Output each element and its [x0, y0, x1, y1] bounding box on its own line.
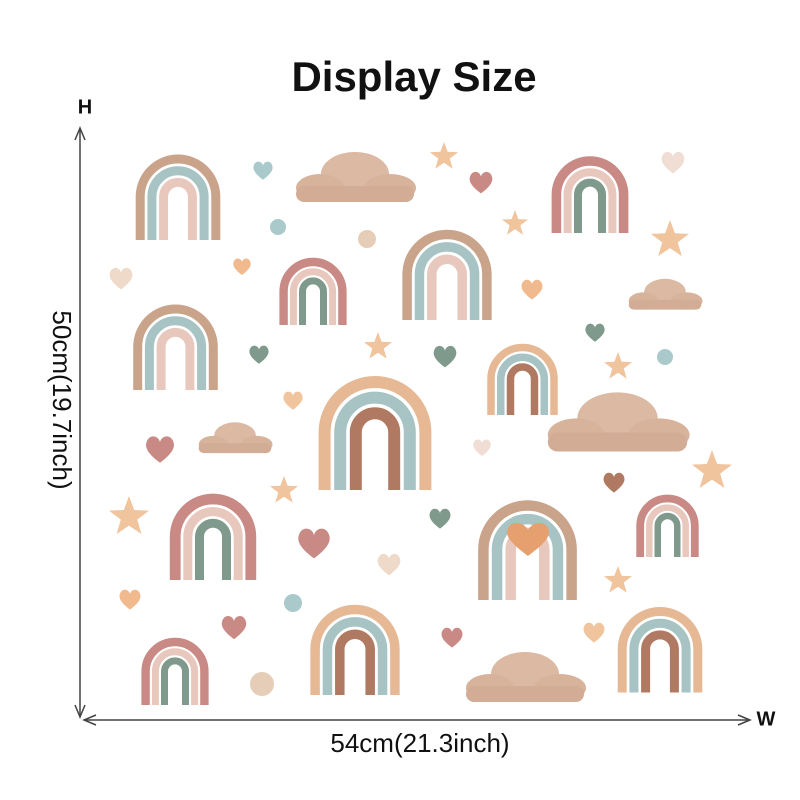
width-label: 54cm(21.3inch) — [330, 728, 509, 758]
height-label: 50cm(19.7inch) — [47, 310, 77, 489]
decorations — [109, 142, 732, 705]
dimension-lines — [74, 126, 752, 726]
width-axis-label: W — [757, 708, 776, 730]
title: Display Size — [291, 53, 536, 100]
height-axis-label: H — [78, 96, 92, 118]
